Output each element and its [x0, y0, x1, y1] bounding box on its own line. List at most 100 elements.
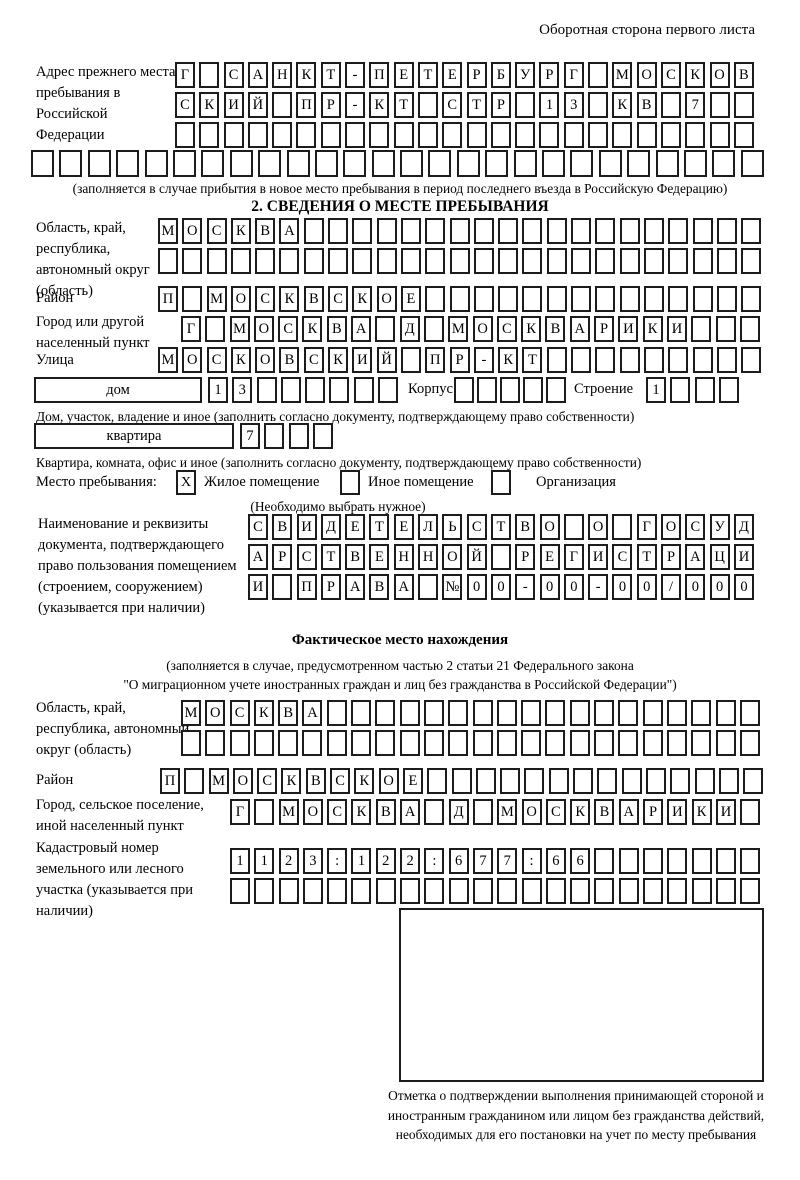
- char-cell[interactable]: Г: [563, 62, 584, 88]
- char-cell[interactable]: [741, 286, 762, 312]
- char-cell[interactable]: [670, 377, 691, 403]
- char-cell[interactable]: [563, 514, 584, 540]
- char-cell[interactable]: 1: [646, 377, 666, 403]
- char-cell[interactable]: [329, 377, 350, 403]
- char-cell[interactable]: :: [424, 848, 445, 874]
- char-cell[interactable]: [425, 286, 446, 312]
- char-cell[interactable]: [223, 122, 244, 148]
- char-cell[interactable]: [619, 218, 640, 244]
- char-cell[interactable]: [272, 122, 293, 148]
- char-cell[interactable]: С: [442, 92, 463, 118]
- char-cell[interactable]: [683, 150, 707, 177]
- char-cell[interactable]: /: [661, 574, 682, 600]
- char-cell[interactable]: [692, 218, 713, 244]
- char-cell[interactable]: [498, 218, 519, 244]
- char-cell[interactable]: [521, 878, 542, 904]
- char-cell[interactable]: Н: [418, 544, 439, 570]
- char-cell[interactable]: Д: [733, 514, 754, 540]
- char-cell[interactable]: [182, 248, 203, 274]
- char-cell[interactable]: К: [281, 768, 302, 794]
- char-cell[interactable]: Т: [490, 514, 511, 540]
- char-cell[interactable]: У: [515, 62, 536, 88]
- char-cell[interactable]: [255, 248, 276, 274]
- char-cell[interactable]: В: [255, 218, 276, 244]
- char-cell[interactable]: [594, 700, 615, 726]
- char-cell[interactable]: 0: [612, 574, 633, 600]
- char-cell[interactable]: [741, 248, 762, 274]
- char-cell[interactable]: -: [515, 574, 536, 600]
- char-cell[interactable]: [740, 150, 764, 177]
- char-cell[interactable]: [524, 768, 545, 794]
- char-cell[interactable]: С: [278, 316, 299, 342]
- char-cell[interactable]: [715, 316, 736, 342]
- char-cell[interactable]: С: [229, 700, 250, 726]
- char-cell[interactable]: П: [425, 347, 446, 373]
- char-cell[interactable]: [254, 799, 275, 825]
- char-cell[interactable]: К: [302, 316, 323, 342]
- char-cell[interactable]: [685, 122, 706, 148]
- char-cell[interactable]: [666, 700, 687, 726]
- char-cell[interactable]: -: [345, 92, 366, 118]
- char-cell[interactable]: В: [369, 574, 390, 600]
- char-cell[interactable]: [741, 347, 762, 373]
- char-cell[interactable]: [375, 700, 396, 726]
- char-cell[interactable]: [715, 730, 736, 756]
- char-cell[interactable]: [466, 122, 487, 148]
- char-cell[interactable]: С: [330, 768, 351, 794]
- char-cell[interactable]: [645, 768, 666, 794]
- char-cell[interactable]: 0: [490, 574, 511, 600]
- char-cell[interactable]: [733, 92, 754, 118]
- char-cell[interactable]: С: [296, 544, 317, 570]
- char-cell[interactable]: [417, 92, 438, 118]
- char-cell[interactable]: А: [248, 544, 268, 570]
- char-cell[interactable]: Д: [448, 799, 469, 825]
- char-cell[interactable]: Т: [320, 62, 341, 88]
- char-cell[interactable]: [588, 92, 609, 118]
- char-cell[interactable]: [660, 122, 681, 148]
- char-cell[interactable]: П: [160, 768, 180, 794]
- char-cell[interactable]: [643, 248, 664, 274]
- char-cell[interactable]: М: [158, 218, 178, 244]
- char-cell[interactable]: [423, 700, 444, 726]
- char-cell[interactable]: [278, 730, 299, 756]
- char-cell[interactable]: [247, 122, 268, 148]
- char-cell[interactable]: 0: [539, 574, 560, 600]
- char-cell[interactable]: Е: [393, 514, 414, 540]
- char-cell[interactable]: [570, 878, 591, 904]
- char-cell[interactable]: А: [247, 62, 268, 88]
- char-cell[interactable]: И: [667, 799, 688, 825]
- char-cell[interactable]: А: [302, 700, 323, 726]
- char-cell[interactable]: [230, 248, 251, 274]
- char-cell[interactable]: [691, 848, 712, 874]
- char-cell[interactable]: [448, 700, 469, 726]
- char-cell[interactable]: [485, 150, 509, 177]
- char-cell[interactable]: [588, 62, 609, 88]
- char-cell[interactable]: [423, 730, 444, 756]
- char-cell[interactable]: [448, 878, 469, 904]
- char-cell[interactable]: Г: [175, 62, 195, 88]
- char-cell[interactable]: Р: [515, 544, 536, 570]
- char-cell[interactable]: О: [302, 799, 323, 825]
- char-cell[interactable]: К: [570, 799, 591, 825]
- char-cell[interactable]: П: [158, 286, 178, 312]
- char-cell[interactable]: [454, 377, 474, 403]
- char-cell[interactable]: [643, 286, 664, 312]
- char-cell[interactable]: [376, 248, 397, 274]
- char-cell[interactable]: [545, 700, 566, 726]
- char-cell[interactable]: О: [539, 514, 560, 540]
- char-cell[interactable]: [201, 150, 225, 177]
- char-cell[interactable]: [668, 286, 689, 312]
- char-cell[interactable]: [449, 286, 470, 312]
- char-cell[interactable]: [546, 286, 567, 312]
- char-cell[interactable]: [571, 218, 592, 244]
- char-cell[interactable]: [636, 122, 657, 148]
- char-cell[interactable]: [521, 730, 542, 756]
- char-cell[interactable]: Е: [539, 544, 560, 570]
- char-cell[interactable]: А: [351, 316, 372, 342]
- char-cell[interactable]: [328, 248, 349, 274]
- char-cell[interactable]: [739, 700, 760, 726]
- char-cell[interactable]: Й: [466, 544, 487, 570]
- char-cell[interactable]: 0: [685, 574, 706, 600]
- char-cell[interactable]: А: [400, 799, 421, 825]
- char-cell[interactable]: К: [296, 62, 317, 88]
